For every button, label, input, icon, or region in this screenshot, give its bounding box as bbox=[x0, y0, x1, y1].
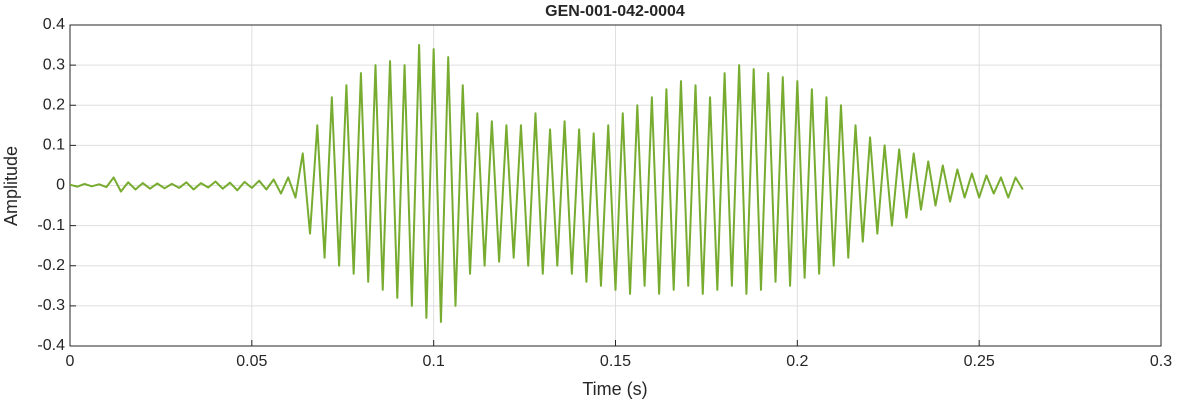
y-tick-label: 0.4 bbox=[43, 16, 65, 33]
y-axis-label: Amplitude bbox=[1, 146, 21, 226]
x-tick-label: 0.25 bbox=[964, 353, 995, 370]
y-tick-label: -0.3 bbox=[37, 297, 65, 314]
waveform-line bbox=[69, 44, 1024, 323]
x-tick-label: 0.3 bbox=[1150, 353, 1172, 370]
y-tick-label: 0 bbox=[56, 177, 65, 194]
x-axis-label: Time (s) bbox=[582, 379, 647, 399]
chart-title: GEN-001-042-0004 bbox=[545, 3, 685, 20]
x-tick-label: 0.2 bbox=[786, 353, 808, 370]
y-tick-label: 0.2 bbox=[43, 96, 65, 113]
y-tick-label: 0.3 bbox=[43, 56, 65, 73]
x-tick-label: 0.1 bbox=[423, 353, 445, 370]
y-tick-label: -0.1 bbox=[37, 217, 65, 234]
x-tick-label: 0.05 bbox=[236, 353, 267, 370]
y-tick-label: 0.1 bbox=[43, 137, 65, 154]
y-tick-label: -0.2 bbox=[37, 257, 65, 274]
y-tick-label: -0.4 bbox=[37, 337, 65, 354]
x-tick-label: 0.15 bbox=[600, 353, 631, 370]
x-tick-label: 0 bbox=[66, 353, 75, 370]
